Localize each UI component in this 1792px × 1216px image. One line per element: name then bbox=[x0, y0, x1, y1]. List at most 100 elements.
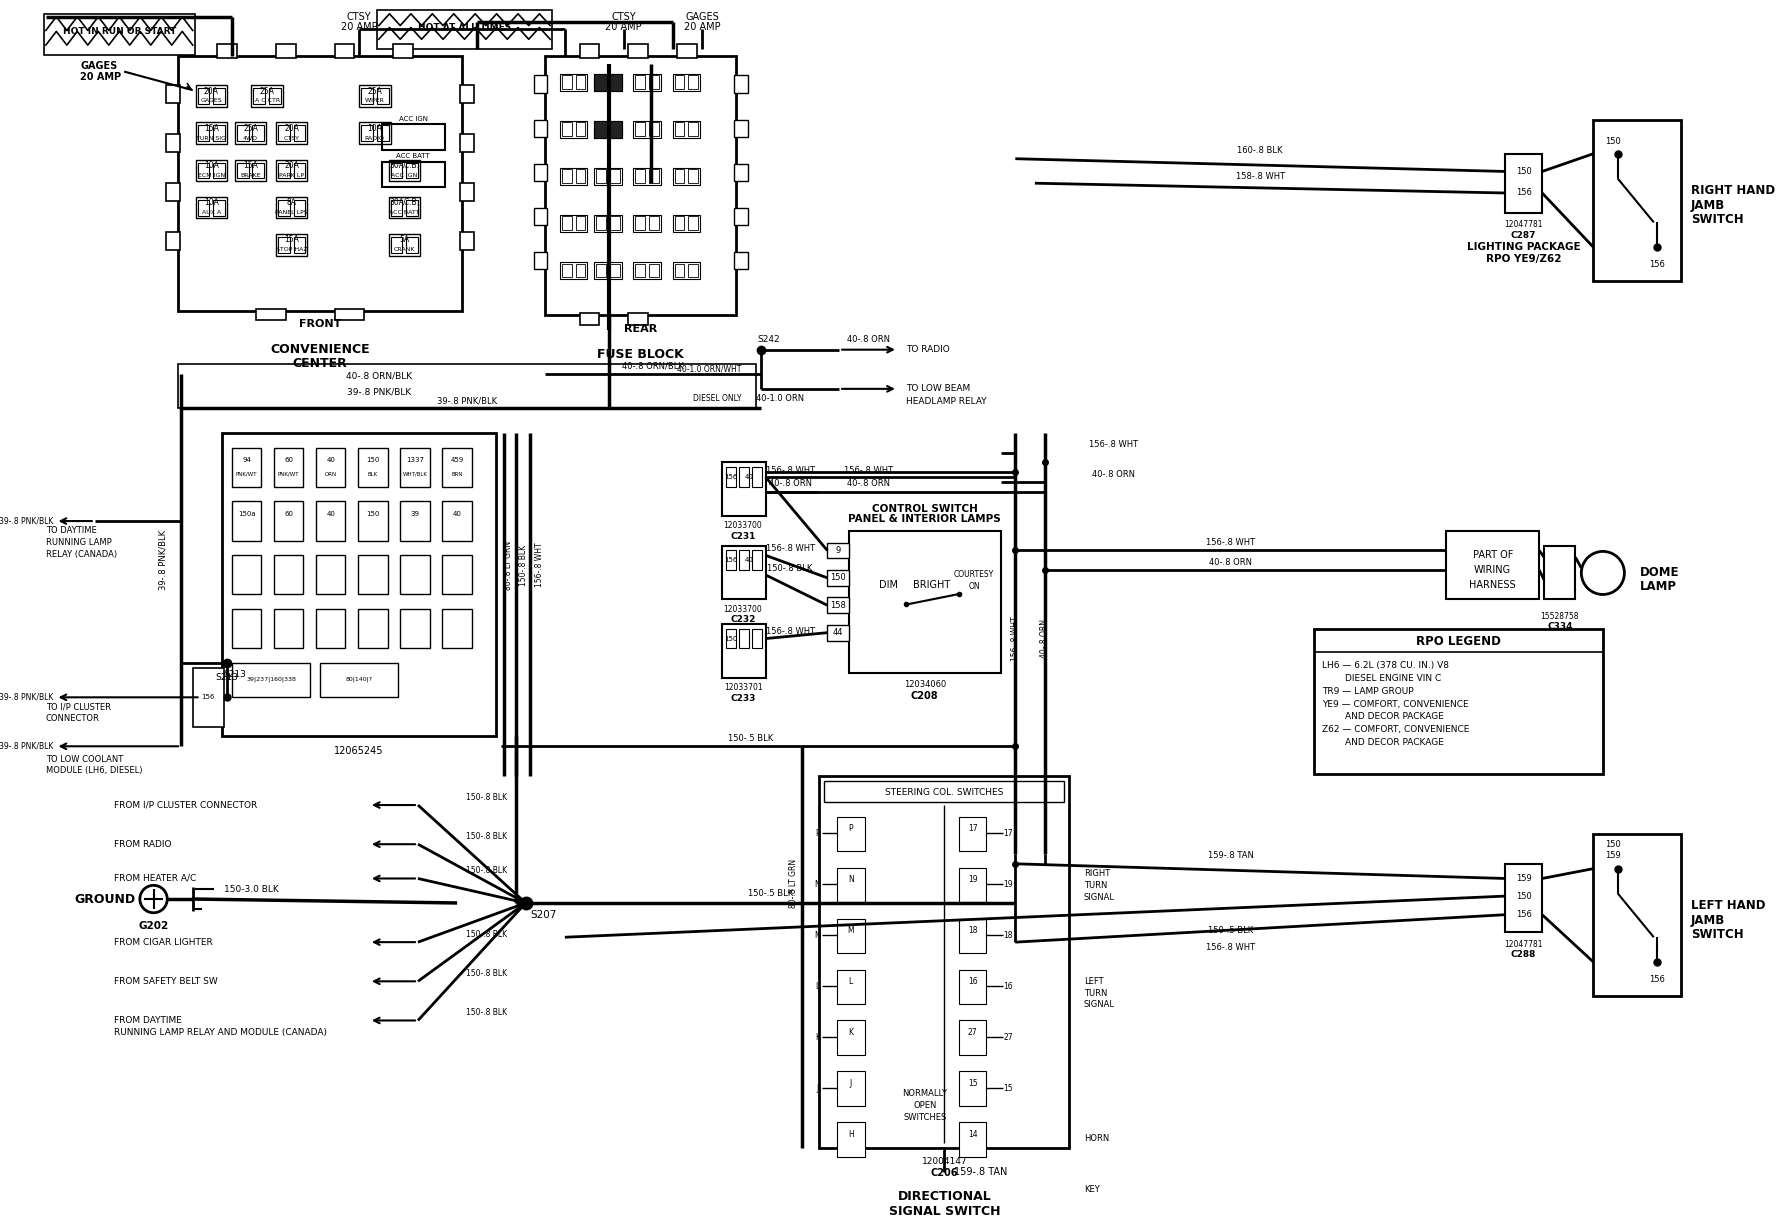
Text: PANEL LPS: PANEL LPS bbox=[276, 210, 308, 215]
Text: 30AC.B.: 30AC.B. bbox=[389, 198, 419, 207]
Text: 40-.8 ORN: 40-.8 ORN bbox=[1210, 558, 1253, 567]
Bar bbox=[849, 531, 1000, 672]
Bar bbox=[222, 433, 496, 737]
Text: LEFT HAND: LEFT HAND bbox=[1692, 899, 1765, 912]
Text: TURN: TURN bbox=[1084, 989, 1107, 997]
Bar bbox=[959, 1122, 986, 1156]
Text: TO LOW COOLANT: TO LOW COOLANT bbox=[47, 754, 124, 764]
Text: 16: 16 bbox=[1004, 981, 1012, 991]
Text: DOME: DOME bbox=[1640, 567, 1679, 580]
Text: 160-.8 BLK: 160-.8 BLK bbox=[1238, 146, 1283, 156]
Text: 150-.8 BLK: 150-.8 BLK bbox=[466, 1008, 507, 1017]
Bar bbox=[575, 169, 586, 184]
Bar bbox=[1314, 629, 1602, 773]
Text: RIGHT: RIGHT bbox=[1084, 869, 1109, 878]
Text: K: K bbox=[848, 1028, 853, 1037]
Text: WIRING: WIRING bbox=[1475, 565, 1511, 575]
Text: 1337: 1337 bbox=[407, 457, 425, 463]
Bar bbox=[358, 447, 387, 486]
Text: 20A: 20A bbox=[204, 86, 219, 96]
Text: 15A: 15A bbox=[204, 124, 219, 133]
Bar bbox=[837, 1122, 864, 1156]
Bar bbox=[534, 119, 547, 137]
Bar bbox=[579, 314, 599, 325]
Text: ACC BATT: ACC BATT bbox=[389, 210, 419, 215]
Bar bbox=[382, 162, 446, 187]
Bar bbox=[595, 73, 622, 91]
Bar bbox=[595, 120, 622, 139]
Text: 156-.8 WHT: 156-.8 WHT bbox=[765, 466, 815, 474]
Text: CONVENIENCE: CONVENIENCE bbox=[271, 343, 369, 356]
Bar bbox=[597, 169, 606, 184]
Text: H: H bbox=[848, 1130, 853, 1138]
Bar bbox=[636, 75, 645, 89]
Text: 150: 150 bbox=[366, 457, 380, 463]
Text: BLK: BLK bbox=[367, 472, 378, 477]
Bar bbox=[213, 89, 226, 103]
Bar bbox=[688, 75, 699, 89]
Text: 150-.8 BLK: 150-.8 BLK bbox=[767, 563, 814, 573]
Text: 80|140|?: 80|140|? bbox=[346, 677, 373, 682]
Text: 19: 19 bbox=[968, 876, 977, 884]
Text: S213: S213 bbox=[215, 674, 238, 682]
Text: 40-.8 ORN: 40-.8 ORN bbox=[1091, 469, 1134, 479]
Text: ON: ON bbox=[968, 582, 980, 591]
Text: ACC IGN: ACC IGN bbox=[391, 173, 418, 178]
Text: GAGES: GAGES bbox=[685, 12, 719, 22]
Bar bbox=[389, 159, 419, 181]
Text: 4WD: 4WD bbox=[244, 136, 258, 141]
Text: STEERING COL. SWITCHES: STEERING COL. SWITCHES bbox=[885, 788, 1004, 796]
Bar bbox=[167, 232, 179, 249]
Bar bbox=[828, 570, 849, 586]
Bar bbox=[400, 556, 430, 595]
Bar bbox=[167, 85, 179, 103]
Text: 150-.5 BLK: 150-.5 BLK bbox=[1208, 925, 1253, 935]
Bar bbox=[195, 123, 228, 143]
Text: 40: 40 bbox=[744, 557, 753, 563]
Text: TO DAYTIME: TO DAYTIME bbox=[47, 527, 97, 535]
Bar bbox=[391, 199, 401, 215]
Text: 25A: 25A bbox=[244, 124, 258, 133]
Bar bbox=[167, 184, 179, 201]
Bar bbox=[575, 264, 586, 277]
Text: 20 AMP: 20 AMP bbox=[606, 22, 642, 32]
Text: SIGNAL: SIGNAL bbox=[1084, 893, 1115, 901]
Bar bbox=[213, 163, 226, 179]
Text: 150-.8 BLK: 150-.8 BLK bbox=[466, 832, 507, 841]
Bar bbox=[672, 120, 701, 139]
Bar bbox=[335, 309, 364, 320]
Text: PARK LP: PARK LP bbox=[280, 173, 305, 178]
Bar bbox=[837, 969, 864, 1004]
Text: JAMB: JAMB bbox=[1692, 198, 1726, 212]
Bar bbox=[1593, 119, 1681, 281]
Bar bbox=[726, 551, 737, 570]
Text: PNK/WT: PNK/WT bbox=[237, 472, 258, 477]
Text: C206: C206 bbox=[930, 1169, 959, 1178]
Text: PNK/WT: PNK/WT bbox=[278, 472, 299, 477]
Text: J: J bbox=[817, 1083, 819, 1092]
Text: 156-.8 WHT: 156-.8 WHT bbox=[765, 544, 815, 553]
Bar bbox=[461, 232, 473, 249]
Bar bbox=[195, 197, 228, 219]
Bar bbox=[735, 75, 747, 94]
Text: BRN: BRN bbox=[452, 472, 462, 477]
Text: LEFT: LEFT bbox=[1084, 976, 1104, 986]
Text: 156-.8 WHT: 156-.8 WHT bbox=[534, 542, 545, 587]
Bar bbox=[407, 237, 418, 253]
Text: SWITCH: SWITCH bbox=[1692, 214, 1744, 226]
Bar bbox=[636, 216, 645, 230]
Bar bbox=[609, 75, 620, 89]
Bar bbox=[195, 85, 228, 107]
Bar bbox=[688, 264, 699, 277]
Bar bbox=[231, 663, 310, 697]
Text: CTSY: CTSY bbox=[611, 12, 636, 22]
Text: 150-.5 BLK: 150-.5 BLK bbox=[747, 889, 794, 897]
Text: 18: 18 bbox=[1004, 930, 1012, 940]
Text: MODULE (LH6, DIESEL): MODULE (LH6, DIESEL) bbox=[47, 766, 142, 776]
Bar bbox=[197, 125, 210, 141]
Text: TR9 — LAMP GROUP: TR9 — LAMP GROUP bbox=[1322, 687, 1414, 696]
Text: LIGHTING PACKAGE: LIGHTING PACKAGE bbox=[1466, 242, 1581, 252]
Text: M: M bbox=[848, 925, 855, 935]
Text: C334: C334 bbox=[1546, 623, 1573, 631]
Text: 9: 9 bbox=[835, 546, 840, 554]
